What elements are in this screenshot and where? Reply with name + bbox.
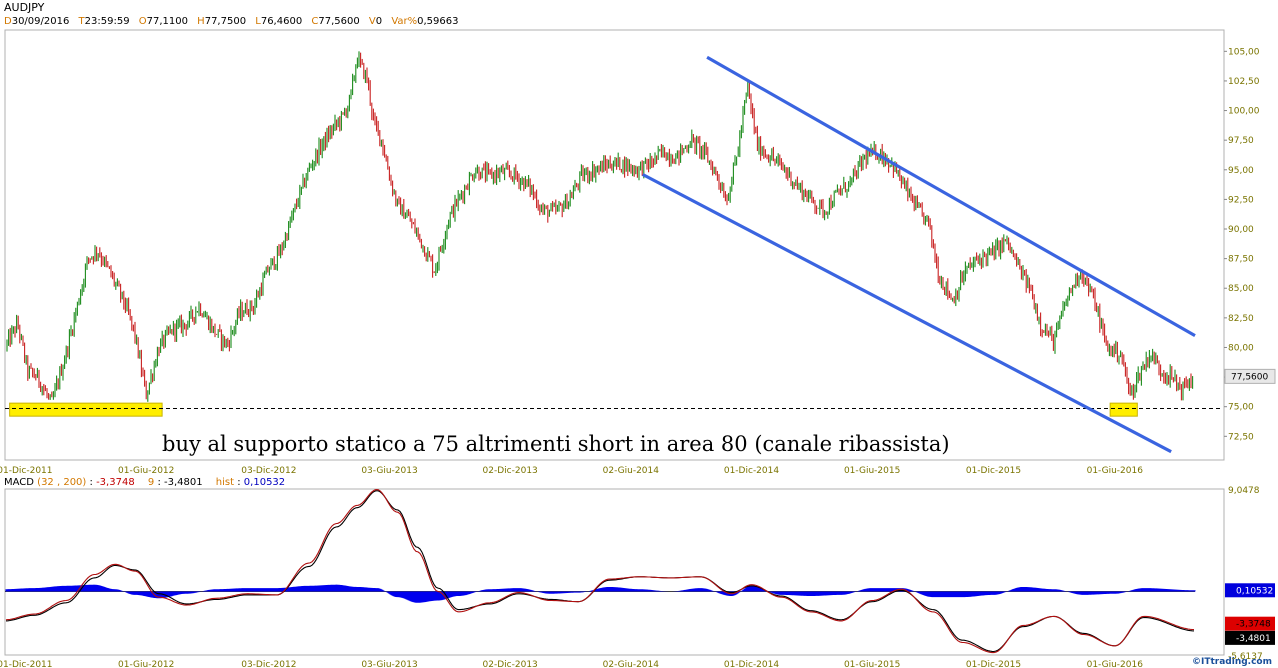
macd-date-tick-label: 01-Dic-2011 bbox=[0, 660, 53, 668]
hist-sep: : bbox=[237, 477, 241, 488]
last-price-box bbox=[1224, 368, 1276, 384]
channel-upper-line bbox=[706, 55, 1196, 338]
hist-value: 0,10532 bbox=[243, 477, 286, 488]
price-tick-label: 80,00 bbox=[1228, 343, 1254, 353]
signal-badge bbox=[1225, 630, 1275, 645]
symbol-title: AUDJPY bbox=[4, 1, 44, 14]
price-tick-label: 82,50 bbox=[1228, 314, 1254, 324]
high-key: H bbox=[197, 16, 205, 27]
price-panel bbox=[4, 29, 1225, 461]
date-tick-label: 03-Giu-2013 bbox=[361, 466, 417, 476]
macd-plot bbox=[5, 489, 1196, 654]
ohlc-info-line: D30/09/2016 T23:59:59 O77,1100 H77,7500 … bbox=[4, 16, 464, 27]
close-key: C bbox=[311, 16, 319, 27]
macd-date-tick-label: 03-Dic-2012 bbox=[241, 660, 296, 668]
symbol-label: AUDJPY bbox=[4, 1, 45, 14]
annotation-text: buy al supporto statico a 75 altrimenti … bbox=[162, 432, 950, 456]
support-box bbox=[9, 402, 163, 417]
macd-date-tick-label: 01-Dic-2015 bbox=[966, 660, 1021, 668]
volume-key: V bbox=[368, 16, 376, 27]
support-boxes bbox=[9, 402, 1138, 417]
macd-badge bbox=[1225, 616, 1275, 631]
price-tick-label: 92,50 bbox=[1228, 195, 1254, 205]
open-value: 77,1100 bbox=[146, 16, 188, 27]
date-tick-label: 01-Giu-2016 bbox=[1087, 466, 1144, 476]
date-value: 30/09/2016 bbox=[11, 16, 70, 27]
signal-badge-label: -3,4801 bbox=[1236, 634, 1271, 644]
date-tick-label: 01-Dic-2011 bbox=[0, 466, 53, 476]
macd-info-line: MACD (32 , 200) : -3,3748 9 : -3,4801 hi… bbox=[4, 477, 285, 488]
macd-tick-label: -5,6137 bbox=[1228, 652, 1263, 662]
price-tick-label: 72,50 bbox=[1228, 432, 1254, 442]
volume-value: 0 bbox=[375, 16, 383, 27]
hist-badge-label: 0,10532 bbox=[1236, 586, 1273, 596]
hist-label: hist bbox=[215, 477, 235, 488]
macd-line bbox=[5, 489, 1195, 654]
date-tick-label: 01-Giu-2012 bbox=[118, 466, 174, 476]
bearish-channel bbox=[642, 55, 1196, 454]
macd-date-tick-label: 01-Giu-2015 bbox=[844, 660, 900, 668]
price-tick-label: 100,00 bbox=[1228, 107, 1260, 117]
price-tick-label: 75,00 bbox=[1228, 403, 1254, 413]
macd-value-badges: 0,10532 -3,3748 -3,4801 bbox=[1225, 583, 1275, 645]
date-tick-label: 02-Dic-2013 bbox=[483, 466, 538, 476]
price-tick-label: 87,50 bbox=[1228, 255, 1254, 265]
date-x-axis: 01-Dic-2011 01-Dic-2011 01-Giu-2012 01-Giu-… bbox=[0, 466, 1143, 668]
macd-value: -3,3748 bbox=[96, 477, 135, 488]
last-price-label: 77,5600 bbox=[1231, 372, 1268, 382]
macd-date-tick-label: 01-Dic-2014 bbox=[724, 660, 780, 668]
macd-date-tick-label: 01-Giu-2012 bbox=[118, 660, 174, 668]
macd-date-tick-label: 02-Dic-2013 bbox=[483, 660, 538, 668]
time-value: 23:59:59 bbox=[84, 16, 130, 27]
macd-histogram bbox=[5, 584, 1196, 603]
macd-badge-label: -3,3748 bbox=[1236, 620, 1271, 630]
open-key: O bbox=[138, 16, 147, 27]
macd-date-tick-label: 03-Giu-2013 bbox=[361, 660, 417, 668]
price-tick-label: 95,00 bbox=[1228, 166, 1254, 176]
price-tick-label: 90,00 bbox=[1228, 225, 1254, 235]
price-bars bbox=[6, 51, 1194, 402]
last-price-badge: 77,5600 bbox=[1224, 368, 1276, 384]
price-tick-label: 105,00 bbox=[1228, 47, 1260, 57]
date-key: D bbox=[4, 16, 12, 27]
date-tick-label: 01-Giu-2015 bbox=[844, 466, 900, 476]
macd-tick-label: 9,0478 bbox=[1228, 486, 1260, 496]
macd-label: MACD bbox=[4, 477, 34, 488]
signal-period: 9 bbox=[147, 477, 155, 488]
var-value: 0,59663 bbox=[417, 16, 459, 27]
signal-value: -3,4801 bbox=[164, 477, 203, 488]
date-tick-label: 02-Giu-2014 bbox=[603, 466, 660, 476]
price-tick-label: 97,50 bbox=[1228, 136, 1254, 146]
date-tick-label: 03-Dic-2012 bbox=[241, 466, 296, 476]
source-credit: ©ITtrading.com bbox=[1192, 657, 1272, 667]
macd-date-tick-label: 01-Giu-2016 bbox=[1087, 660, 1144, 668]
low-key: L bbox=[255, 16, 261, 27]
macd-y-axis: 9,0478 -5,6137 bbox=[1228, 486, 1263, 662]
hist-badge bbox=[1225, 583, 1275, 598]
price-tick-label: 102,50 bbox=[1228, 77, 1260, 87]
macd-params: (32 , 200) bbox=[37, 477, 87, 488]
time-key: T bbox=[78, 16, 85, 27]
signal-sep: : bbox=[157, 477, 161, 488]
channel-lower-line bbox=[642, 173, 1172, 454]
macd-sep: : bbox=[89, 477, 93, 488]
macd-date-tick-label: 02-Giu-2014 bbox=[603, 660, 660, 668]
var-key: Var% bbox=[391, 16, 418, 27]
date-tick-label: 01-Dic-2014 bbox=[724, 466, 780, 476]
close-value: 77,5600 bbox=[318, 16, 360, 27]
macd-panel bbox=[4, 488, 1225, 656]
low-value: 76,4600 bbox=[260, 16, 303, 27]
support-box bbox=[1109, 402, 1138, 417]
date-tick-label: 01-Dic-2015 bbox=[966, 466, 1021, 476]
price-tick-label: 85,00 bbox=[1228, 284, 1254, 294]
high-value: 77,7500 bbox=[204, 16, 247, 27]
